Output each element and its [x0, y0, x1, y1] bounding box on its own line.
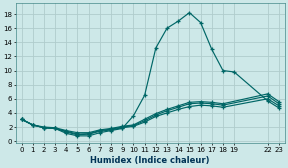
X-axis label: Humidex (Indice chaleur): Humidex (Indice chaleur) — [90, 156, 210, 164]
